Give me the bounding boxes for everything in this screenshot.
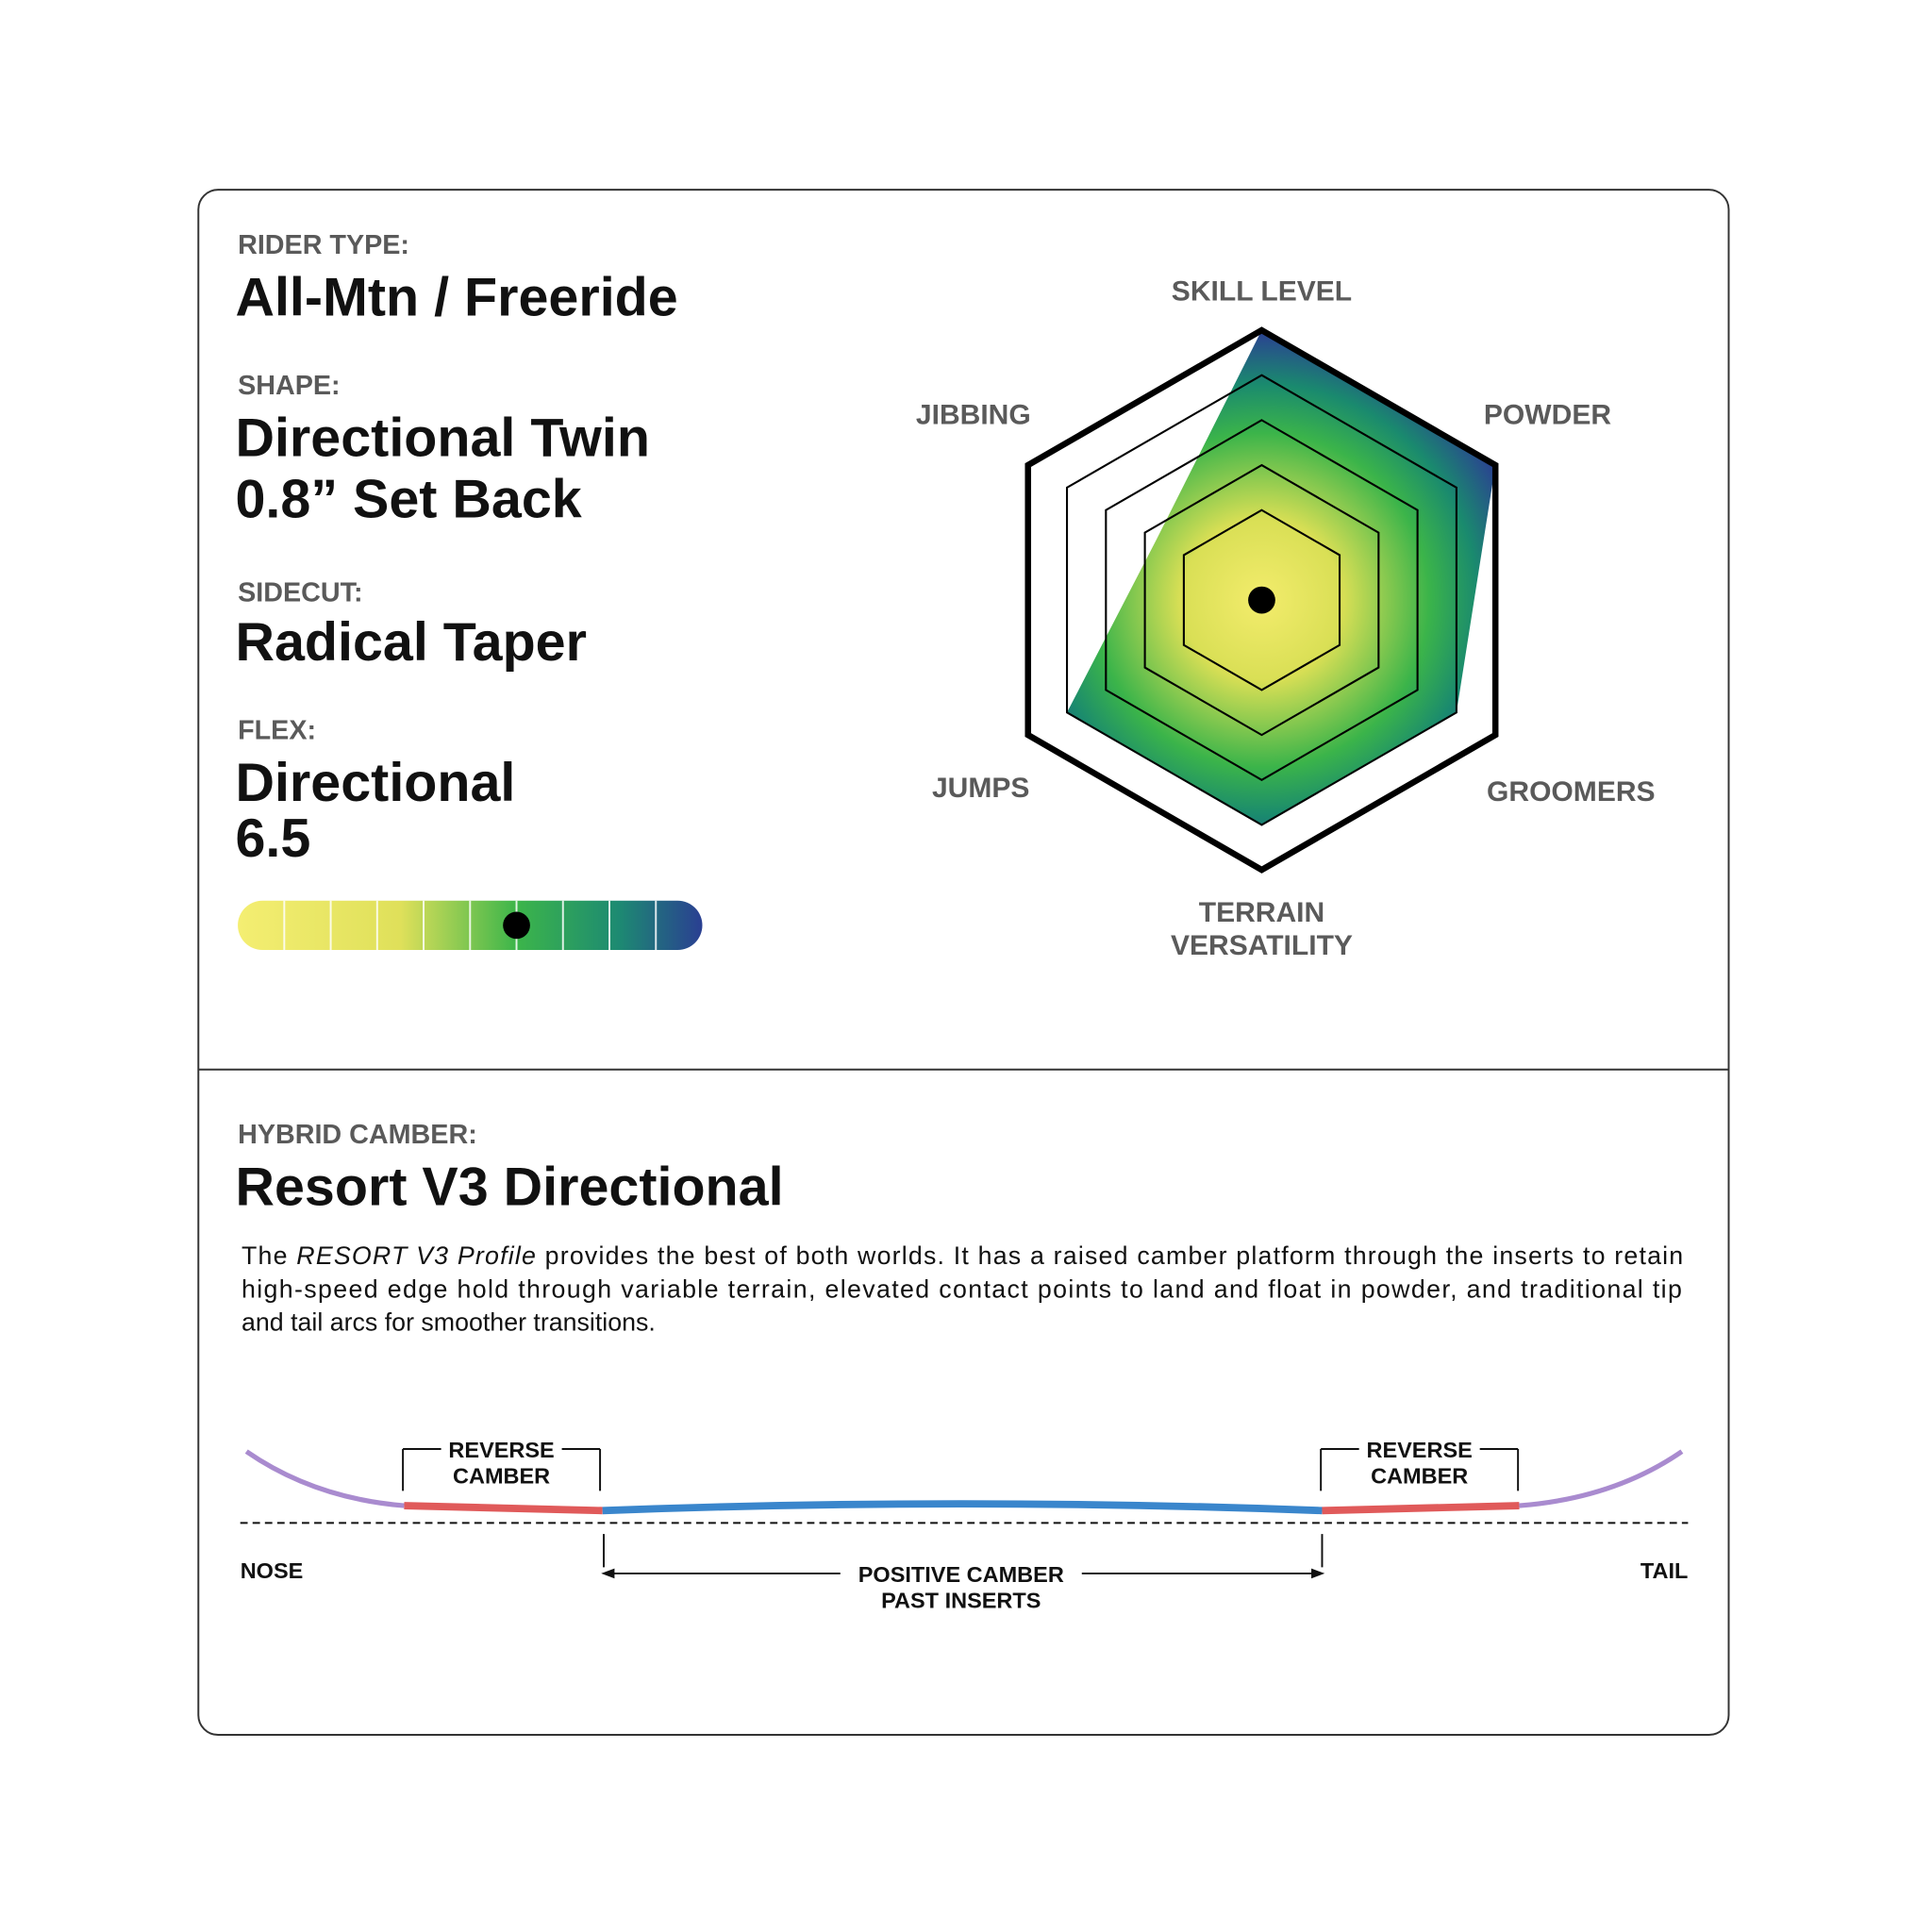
positive-camber: [602, 1500, 1323, 1515]
flex-scale: [238, 900, 703, 951]
center-dot: [1248, 586, 1275, 614]
grid-ring: [1182, 508, 1341, 691]
radar-chart: SKILL LEVEL POWDER GROOMERS TERRAIN VERSATIL…: [916, 276, 1656, 962]
annotation: TAIL: [1641, 1558, 1688, 1583]
value: Resort V3 Directional: [235, 1157, 783, 1217]
value: All-Mtn / Freeride: [235, 267, 677, 327]
description-line: high-speed edge hold through variable te…: [242, 1274, 1682, 1303]
grid-ring: [1024, 326, 1499, 874]
label: RIDER TYPE:: [238, 230, 409, 260]
axis-label-line: TERRAIN: [1199, 897, 1324, 928]
label: FLEX:: [238, 716, 316, 746]
camber-diagram: REVERSE CAMBER REVERSE CAMBER POSITIVE C…: [240, 1438, 1689, 1612]
text: The: [242, 1241, 295, 1270]
annotation: NOSE: [241, 1558, 304, 1583]
annotation: CAMBER: [453, 1464, 550, 1489]
axis-label-line: VERSATILITY: [1171, 930, 1353, 961]
label: SHAPE:: [238, 371, 341, 401]
value: 0.8” Set Back: [235, 470, 582, 530]
flex-marker: [503, 911, 530, 940]
axis-label: JIBBING: [916, 399, 1031, 430]
value: 6.5: [235, 808, 310, 869]
reverse-camber: [404, 1502, 603, 1515]
axis-label: JUMPS: [932, 773, 1029, 804]
annotation: REVERSE: [1366, 1438, 1472, 1462]
label: HYBRID CAMBER:: [238, 1120, 477, 1150]
emphasis: RESORT V3 Profile: [296, 1241, 536, 1270]
text: provides the best of both worlds. It has…: [537, 1241, 1683, 1270]
value: Radical Taper: [235, 612, 587, 673]
grid-ring: [1143, 463, 1380, 737]
nose-curve: [244, 1449, 405, 1508]
radar-area: [1067, 330, 1496, 825]
annotation: POSITIVE CAMBER: [858, 1562, 1064, 1587]
annotation: PAST INSERTS: [881, 1588, 1041, 1612]
axis-label: GROOMERS: [1487, 776, 1656, 808]
value: Directional: [235, 753, 515, 813]
value: Directional Twin: [235, 408, 649, 468]
annotation: REVERSE: [448, 1438, 554, 1462]
axis-label: TERRAIN VERSATILITY: [1171, 897, 1353, 961]
label: SIDECUT:: [238, 577, 362, 608]
reverse-camber: [1322, 1502, 1520, 1515]
axis-label: SKILL LEVEL: [1172, 276, 1352, 308]
description-line: The RESORT V3 Profile provides the best …: [242, 1241, 1683, 1270]
annotation: CAMBER: [1371, 1464, 1468, 1489]
grid-ring: [1105, 419, 1419, 781]
axis-label: POWDER: [1484, 399, 1611, 430]
grid-ring: [1065, 374, 1457, 826]
tail-curve: [1519, 1449, 1684, 1508]
description-line: and tail arcs for smoother transitions.: [242, 1308, 656, 1337]
brackets: [402, 1448, 1520, 1579]
